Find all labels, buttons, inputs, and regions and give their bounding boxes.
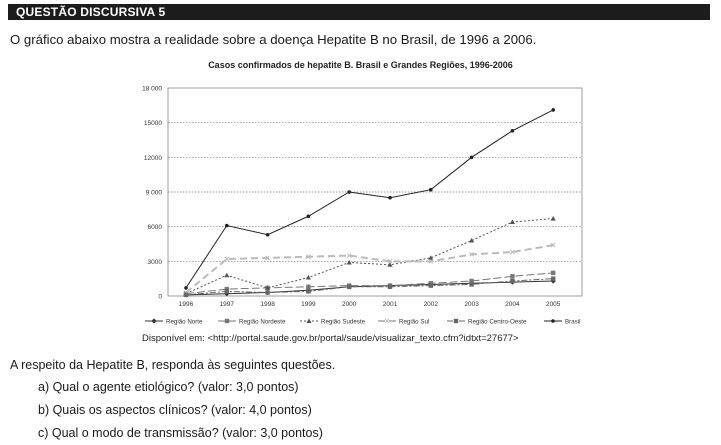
data-point — [428, 255, 434, 260]
data-point — [550, 215, 556, 221]
y-tick-label: 18 000 — [142, 86, 162, 93]
y-tick-label: 9 000 — [146, 190, 163, 197]
data-point — [305, 274, 311, 280]
question-a: a) Qual o agente etiológico? (valor: 3,0… — [38, 380, 299, 394]
data-point — [387, 284, 393, 289]
data-point — [306, 214, 311, 219]
data-point — [347, 284, 352, 289]
series-line-4 — [185, 278, 554, 296]
data-point — [346, 253, 352, 258]
data-point — [224, 256, 230, 262]
data-point — [265, 255, 270, 261]
y-tick-label: 3000 — [148, 259, 163, 266]
x-tick-label: 1999 — [301, 301, 316, 308]
data-point — [510, 128, 515, 133]
data-point — [428, 283, 433, 288]
x-tick-label: 2003 — [464, 301, 479, 308]
legend-label: Região Sudeste — [321, 318, 366, 325]
question-header: QUESTÃO DISCURSIVA 5 — [8, 4, 710, 20]
data-point — [347, 190, 352, 194]
data-point — [225, 223, 229, 228]
series-line-3 — [185, 244, 554, 294]
legend-label: Região Nordeste — [239, 318, 286, 325]
x-tick-label: 1997 — [220, 301, 235, 308]
legend-marker — [453, 318, 459, 324]
y-tick-label: 12000 — [144, 155, 162, 162]
data-point — [510, 278, 515, 284]
y-tick-label: 0 — [158, 294, 162, 301]
x-tick-label: 2001 — [383, 301, 398, 308]
legend-marker — [384, 318, 390, 324]
data-point — [469, 278, 474, 284]
data-point — [306, 254, 311, 260]
x-tick-label: 2004 — [505, 301, 520, 308]
data-point — [551, 108, 555, 112]
data-point — [469, 155, 474, 160]
data-point — [551, 270, 556, 276]
legend-marker — [224, 318, 230, 324]
data-point — [265, 285, 271, 290]
data-point — [551, 276, 556, 281]
data-point — [429, 187, 433, 192]
data-point — [469, 252, 474, 257]
data-point — [265, 232, 270, 237]
data-point — [306, 284, 311, 289]
data-point — [387, 262, 393, 267]
intro-text: O gráfico abaixo mostra a realidade sobr… — [10, 32, 537, 47]
chart-title: Casos confirmados de hepatite B. Brasil … — [208, 60, 513, 70]
data-point — [387, 258, 393, 264]
prompt-text: A respeito da Hepatite B, responda às se… — [10, 358, 336, 372]
x-tick-label: 2002 — [424, 301, 439, 308]
series-line-2 — [185, 218, 554, 295]
x-tick-label: 2000 — [342, 301, 357, 308]
data-point — [510, 274, 515, 279]
data-point — [510, 249, 515, 255]
legend-marker — [551, 319, 555, 323]
y-tick-label: 15000 — [144, 120, 162, 127]
series-line-0 — [185, 280, 554, 296]
data-point — [224, 286, 229, 292]
x-tick-label: 2005 — [546, 301, 561, 308]
data-point — [550, 242, 556, 248]
data-point — [224, 272, 230, 278]
data-point — [388, 195, 392, 200]
x-tick-label: 1998 — [260, 301, 275, 308]
legend-label: Brasil — [565, 318, 580, 325]
question-c: c) Qual o modo de transmissão? (valor: 3… — [38, 426, 323, 440]
legend-marker — [306, 318, 312, 323]
legend-label: Região Norte — [166, 318, 203, 325]
data-point — [224, 291, 230, 297]
legend-marker — [151, 318, 157, 324]
data-point — [509, 219, 515, 225]
legend-label: Região Centro-Oeste — [468, 318, 527, 325]
data-point — [346, 259, 352, 265]
data-point — [469, 282, 474, 287]
data-point — [428, 258, 434, 264]
data-point — [224, 289, 229, 294]
question-b: b) Quais os aspectos clínicos? (valor: 4… — [38, 403, 312, 417]
data-point — [184, 286, 188, 290]
series-line-5 — [185, 109, 554, 289]
data-point — [428, 281, 433, 286]
series-line-1 — [185, 272, 554, 295]
data-point — [265, 290, 270, 295]
data-point — [306, 289, 311, 294]
legend-label: Região Sul — [399, 318, 429, 325]
source-citation: Disponível em: <http://portal.saude.gov.… — [142, 333, 519, 344]
data-point — [183, 292, 189, 298]
y-tick-label: 6000 — [148, 224, 163, 231]
data-point — [469, 237, 475, 243]
x-tick-label: 1996 — [179, 301, 194, 308]
